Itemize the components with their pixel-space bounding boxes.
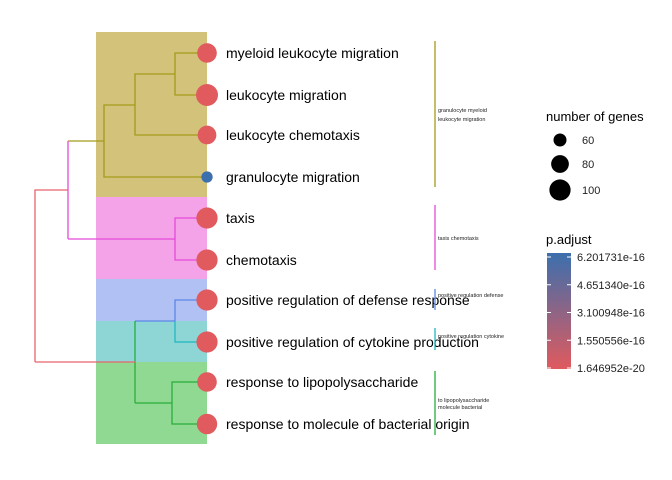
branch-root [34, 189, 68, 362]
legend-size-label-60: 60 [582, 135, 594, 147]
legend-color-label-2: 4.651340e-16 [577, 280, 645, 292]
legend-size-title: number of genes [546, 109, 644, 124]
cluster-label-1-line-1: granulocyte myeloid [438, 108, 487, 114]
legend-color-label-5: 1.646952e-20 [577, 363, 645, 375]
cluster-band-1 [96, 32, 207, 197]
cluster-label-4-line-1: positive regulation cytokine [438, 334, 504, 340]
point-leukocyte-chemotaxis [197, 125, 217, 145]
legend-number-of-genes: number of genes 60 80 100 [546, 109, 644, 201]
point-chemotaxis [196, 249, 218, 271]
legend-size-label-100: 100 [582, 185, 600, 197]
point-myeloid-leukocyte-migration [197, 43, 217, 63]
legend-size-label-80: 80 [582, 159, 594, 171]
term-label-myeloid-leukocyte-migration: myeloid leukocyte migration [226, 45, 399, 61]
cluster-label-2-line-1: taxis chemotaxis [438, 236, 479, 242]
point-response-to-lipopolysaccharide [197, 372, 217, 392]
point-taxis [196, 207, 218, 229]
point-positive-regulation-of-cytokine-production [196, 331, 218, 353]
cluster-label-5-line-2: molecule bacterial [438, 405, 482, 411]
point-leukocyte-migration [196, 84, 218, 106]
cluster-label-1-line-2: leukocyte migration [438, 117, 485, 123]
term-points [196, 43, 218, 435]
branch-c3 [174, 299, 207, 321]
legend-color-label-1: 6.201731e-16 [577, 252, 645, 264]
legend-color-label-3: 3.100948e-16 [577, 308, 645, 320]
legend-color-bar [547, 253, 571, 369]
point-granulocyte-migration [201, 171, 213, 183]
cluster-bars: granulocyte myeloid leukocyte migration ta… [434, 41, 504, 435]
branch-c4 [174, 321, 207, 343]
term-label-response-to-molecule-of-bacterial-origin: response to molecule of bacterial origin [226, 416, 470, 432]
cluster-label-5-line-1: to lipopolysaccharide [438, 398, 489, 404]
term-label-positive-regulation-of-defense-response: positive regulation of defense response [226, 292, 470, 308]
dendrogram [34, 52, 207, 425]
term-label-chemotaxis: chemotaxis [226, 252, 297, 268]
term-label-granulocyte-migration: granulocyte migration [226, 169, 360, 185]
term-label-leukocyte-migration: leukocyte migration [226, 87, 347, 103]
legend-p-adjust: p.adjust 6.201731e-16 4.651340e-16 3.10094… [546, 232, 645, 375]
legend-size-dot-60 [553, 133, 567, 147]
term-label-response-to-lipopolysaccharide: response to lipopolysaccharide [226, 374, 418, 390]
point-response-to-molecule-of-bacterial-origin [196, 413, 218, 435]
cluster-band-2 [96, 197, 207, 279]
term-label-positive-regulation-of-cytokine-production: positive regulation of cytokine producti… [226, 334, 479, 350]
point-positive-regulation-of-defense-response [196, 289, 218, 311]
term-label-leukocyte-chemotaxis: leukocyte chemotaxis [226, 127, 360, 143]
term-label-taxis: taxis [226, 210, 255, 226]
legend-color-label-4: 1.550556e-16 [577, 335, 645, 347]
cluster-label-3-line-1: positive regulation defense [438, 293, 503, 299]
legend-size-dot-80 [551, 155, 569, 173]
term-labels: myeloid leukocyte migration leukocyte mig… [226, 45, 479, 432]
legend-size-dot-100 [549, 179, 571, 201]
legend-color-title: p.adjust [546, 232, 592, 247]
